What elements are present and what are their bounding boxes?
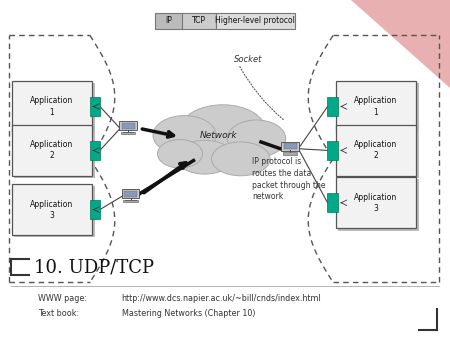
FancyBboxPatch shape (12, 184, 92, 235)
FancyBboxPatch shape (122, 123, 135, 129)
FancyBboxPatch shape (14, 127, 94, 178)
FancyBboxPatch shape (122, 189, 140, 198)
FancyBboxPatch shape (281, 142, 299, 151)
FancyBboxPatch shape (336, 81, 416, 132)
Text: Network: Network (199, 131, 237, 140)
FancyBboxPatch shape (119, 121, 137, 130)
Text: Text book:: Text book: (38, 309, 79, 318)
Text: TCP: TCP (192, 17, 206, 25)
Text: Application
2: Application 2 (354, 140, 397, 161)
FancyBboxPatch shape (12, 81, 92, 132)
FancyBboxPatch shape (14, 186, 94, 237)
FancyBboxPatch shape (90, 141, 100, 160)
Text: http://www.dcs.napier.ac.uk/~bill/cnds/index.html: http://www.dcs.napier.ac.uk/~bill/cnds/i… (122, 294, 321, 303)
FancyBboxPatch shape (90, 200, 100, 219)
Text: Application
2: Application 2 (30, 140, 73, 161)
FancyBboxPatch shape (327, 97, 338, 116)
FancyBboxPatch shape (338, 83, 418, 134)
Ellipse shape (180, 105, 266, 155)
Text: Mastering Networks (Chapter 10): Mastering Networks (Chapter 10) (122, 309, 255, 318)
FancyBboxPatch shape (90, 97, 100, 116)
FancyBboxPatch shape (338, 127, 418, 178)
Text: Higher-level protocol: Higher-level protocol (216, 17, 295, 25)
Ellipse shape (153, 116, 216, 155)
FancyBboxPatch shape (121, 132, 135, 134)
Text: Socket: Socket (234, 55, 262, 64)
FancyBboxPatch shape (14, 83, 94, 134)
FancyBboxPatch shape (182, 13, 216, 29)
FancyBboxPatch shape (338, 179, 418, 231)
FancyBboxPatch shape (216, 13, 295, 29)
FancyBboxPatch shape (336, 177, 416, 228)
FancyBboxPatch shape (155, 13, 183, 29)
Text: IP: IP (165, 17, 172, 25)
FancyBboxPatch shape (327, 141, 338, 160)
FancyBboxPatch shape (123, 200, 138, 202)
Text: WWW page:: WWW page: (38, 294, 87, 303)
Text: IP protocol is
routes the data
packet through the
network: IP protocol is routes the data packet th… (252, 157, 325, 201)
Text: Application
1: Application 1 (30, 96, 73, 117)
FancyBboxPatch shape (336, 125, 416, 176)
Ellipse shape (176, 140, 234, 174)
Polygon shape (351, 0, 450, 88)
FancyBboxPatch shape (283, 152, 297, 154)
Ellipse shape (158, 140, 202, 168)
FancyBboxPatch shape (327, 193, 338, 213)
FancyBboxPatch shape (284, 143, 297, 149)
Text: Application
1: Application 1 (354, 96, 397, 117)
FancyBboxPatch shape (12, 125, 92, 176)
FancyBboxPatch shape (124, 191, 137, 197)
Text: Application
3: Application 3 (30, 199, 73, 220)
Ellipse shape (227, 120, 286, 157)
Text: Application
3: Application 3 (354, 193, 397, 213)
Ellipse shape (212, 142, 270, 176)
Text: 10. UDP/TCP: 10. UDP/TCP (34, 258, 154, 276)
